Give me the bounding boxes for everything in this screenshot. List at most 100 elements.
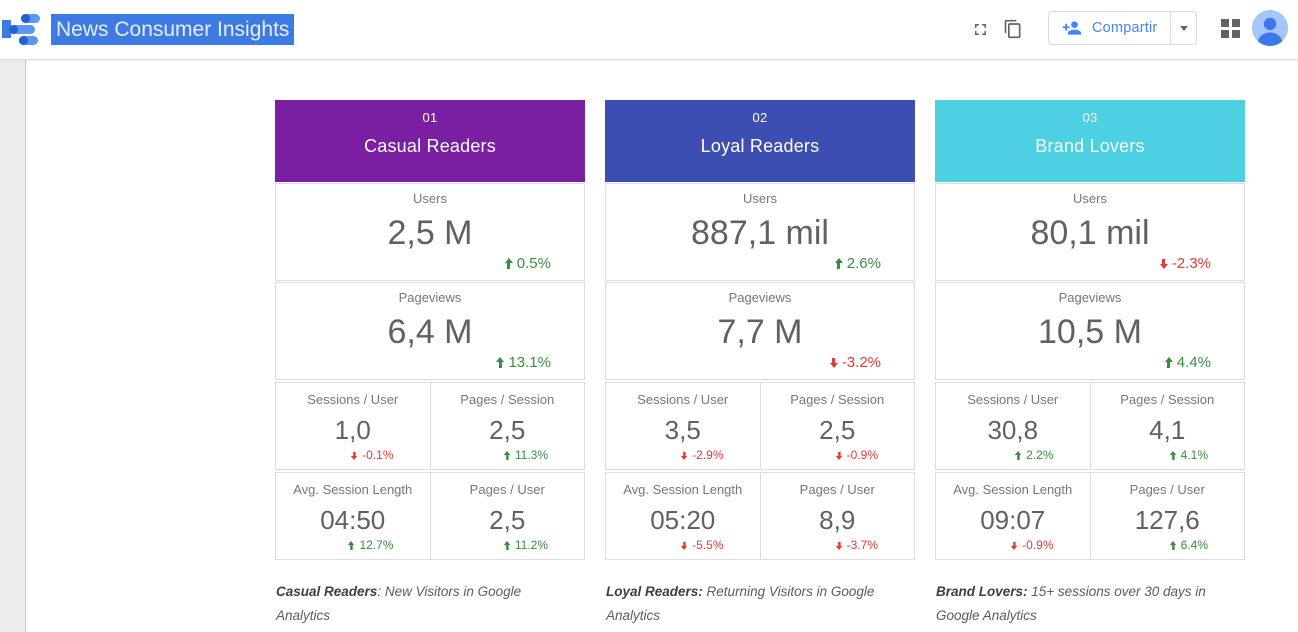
change-value: -0.1%	[362, 448, 394, 462]
change-value: -3.2%	[841, 354, 881, 371]
metric-label: Pageviews	[1058, 290, 1122, 305]
change-value: -0.9%	[846, 448, 878, 462]
data-studio-logo-icon[interactable]	[0, 12, 48, 48]
scorecard-row: Avg. Session Length 09:07 -0.9% Pages / …	[935, 472, 1245, 560]
share-button[interactable]: Compartir	[1048, 11, 1197, 45]
segment-card-casual-readers: 01 Casual Readers Users 2,5 M 0.5% Pagev…	[275, 100, 585, 623]
trend-arrow-icon	[503, 450, 511, 460]
metric-label: Pages / User	[799, 482, 875, 497]
caption-term: Casual Readers	[276, 584, 378, 599]
scorecard-sessions-per-user: Sessions / User 1,0 -0.1%	[275, 382, 431, 470]
scorecard-row: Sessions / User 1,0 -0.1% Pages / Sessio…	[275, 382, 585, 470]
person-add-icon	[1062, 21, 1082, 35]
change-value: 2.2%	[1026, 448, 1054, 462]
scorecard-sessions-per-user: Sessions / User 3,5 -2.9%	[605, 382, 761, 470]
share-button-main[interactable]: Compartir	[1049, 12, 1170, 44]
change-value: 12.7%	[359, 538, 394, 552]
change-indicator: -0.9%	[1010, 538, 1054, 552]
card-title: Casual Readers	[364, 136, 496, 156]
metric-label: Users	[1073, 191, 1107, 206]
caption-term: Loyal Readers:	[606, 584, 703, 599]
change-indicator: -3.2%	[829, 354, 881, 371]
change-indicator: -0.9%	[835, 448, 878, 462]
trend-arrow-icon	[1169, 540, 1176, 550]
change-indicator: 4.1%	[1169, 448, 1208, 462]
card-title: Brand Lovers	[1035, 136, 1145, 156]
change-indicator: -0.1%	[350, 448, 394, 462]
change-value: 6.4%	[1180, 538, 1208, 552]
metric-value: 6,4 M	[387, 313, 473, 351]
scorecard-users: Users 2,5 M 0.5%	[275, 183, 585, 281]
scorecard-row: Avg. Session Length 04:50 12.7% Pages / …	[275, 472, 585, 560]
change-value: -2.3%	[1171, 255, 1211, 272]
share-options-dropdown[interactable]	[1170, 12, 1196, 44]
caption-term: Brand Lovers:	[936, 584, 1028, 599]
change-indicator: 11.3%	[503, 448, 548, 462]
page-left-gutter	[0, 60, 26, 632]
logo-bar	[19, 36, 38, 45]
metric-label: Pages / User	[469, 482, 545, 497]
card-header: 01 Casual Readers	[275, 100, 585, 182]
metric-label: Pages / Session	[790, 392, 885, 407]
change-value: 11.2%	[514, 538, 548, 552]
copy-report-icon[interactable]	[1003, 19, 1023, 39]
scorecard-avg-session-length: Avg. Session Length 05:20 -5.5%	[605, 472, 761, 560]
scorecard-pageviews: Pageviews 6,4 M 13.1%	[275, 282, 585, 380]
metric-value: 8,9	[819, 505, 856, 535]
scorecard-pages-per-user: Pages / User 8,9 -3.7%	[759, 472, 915, 560]
metric-label: Avg. Session Length	[623, 482, 743, 497]
chevron-down-icon	[1179, 25, 1188, 31]
metric-label: Avg. Session Length	[293, 482, 413, 497]
card-number: 01	[422, 110, 438, 125]
trend-arrow-icon	[503, 540, 511, 550]
caption-text: 15+ sessions over 30 days in Google Anal…	[936, 584, 1206, 623]
user-avatar[interactable]	[1252, 10, 1288, 46]
trend-arrow-icon	[1014, 450, 1022, 460]
scorecard-pages-per-session: Pages / Session 2,5 -0.9%	[759, 382, 915, 470]
apps-grid-icon[interactable]	[1221, 19, 1241, 39]
scorecard-users: Users 887,1 mil 2.6%	[605, 183, 915, 281]
trend-arrow-icon	[1164, 357, 1173, 368]
change-value: 4.4%	[1176, 354, 1211, 371]
scorecard-pages-per-session: Pages / Session 2,5 11.3%	[429, 382, 585, 470]
change-value: -2.9%	[692, 448, 724, 462]
scorecard-avg-session-length: Avg. Session Length 04:50 12.7%	[275, 472, 431, 560]
share-button-label: Compartir	[1092, 20, 1158, 36]
scorecard-avg-session-length: Avg. Session Length 09:07 -0.9%	[935, 472, 1091, 560]
trend-arrow-icon	[1159, 258, 1168, 269]
segment-caption: Casual Readers: New Visitors in Google A…	[276, 580, 570, 628]
metric-value: 3,5	[664, 415, 701, 445]
metric-value: 2,5	[819, 415, 856, 445]
metric-value: 2,5 M	[387, 214, 473, 252]
metric-label: Users	[413, 191, 447, 206]
scorecard-pageviews: Pageviews 7,7 M -3.2%	[605, 282, 915, 380]
metric-label: Sessions / User	[637, 392, 729, 407]
metric-value: 30,8	[987, 415, 1039, 445]
metric-value: 127,6	[1134, 505, 1200, 535]
card-header: 02 Loyal Readers	[605, 100, 915, 182]
segment-caption: Loyal Readers: Returning Visitors in Goo…	[606, 580, 900, 628]
change-indicator: 2.6%	[834, 255, 881, 272]
scorecard-row: Sessions / User 30,8 2.2% Pages / Sessio…	[935, 382, 1245, 470]
change-indicator: 4.4%	[1164, 354, 1211, 371]
change-value: 2.6%	[846, 255, 881, 272]
logo-bar	[9, 25, 35, 34]
report-title-text[interactable]: News Consumer Insights	[51, 14, 295, 45]
scorecard-pages-per-session: Pages / Session 4,1 4.1%	[1089, 382, 1245, 470]
metric-value: 2,5	[489, 415, 526, 445]
trend-arrow-icon	[1010, 540, 1018, 550]
change-value: -3.7%	[846, 538, 878, 552]
fullscreen-icon[interactable]	[971, 20, 990, 39]
trend-arrow-icon	[835, 540, 842, 550]
change-indicator: 2.2%	[1014, 448, 1054, 462]
card-title: Loyal Readers	[700, 136, 820, 156]
caption-text: Returning Visitors in Google Analytics	[606, 584, 875, 623]
change-indicator: 6.4%	[1169, 538, 1208, 552]
scorecard-pages-per-user: Pages / User 2,5 11.2%	[429, 472, 585, 560]
change-indicator: -5.5%	[680, 538, 724, 552]
change-value: 0.5%	[516, 255, 551, 272]
logo-bar	[21, 14, 40, 23]
metric-value: 4,1	[1149, 415, 1186, 445]
report-title[interactable]: News Consumer Insights	[51, 14, 295, 45]
metric-value: 10,5 M	[1038, 313, 1142, 351]
